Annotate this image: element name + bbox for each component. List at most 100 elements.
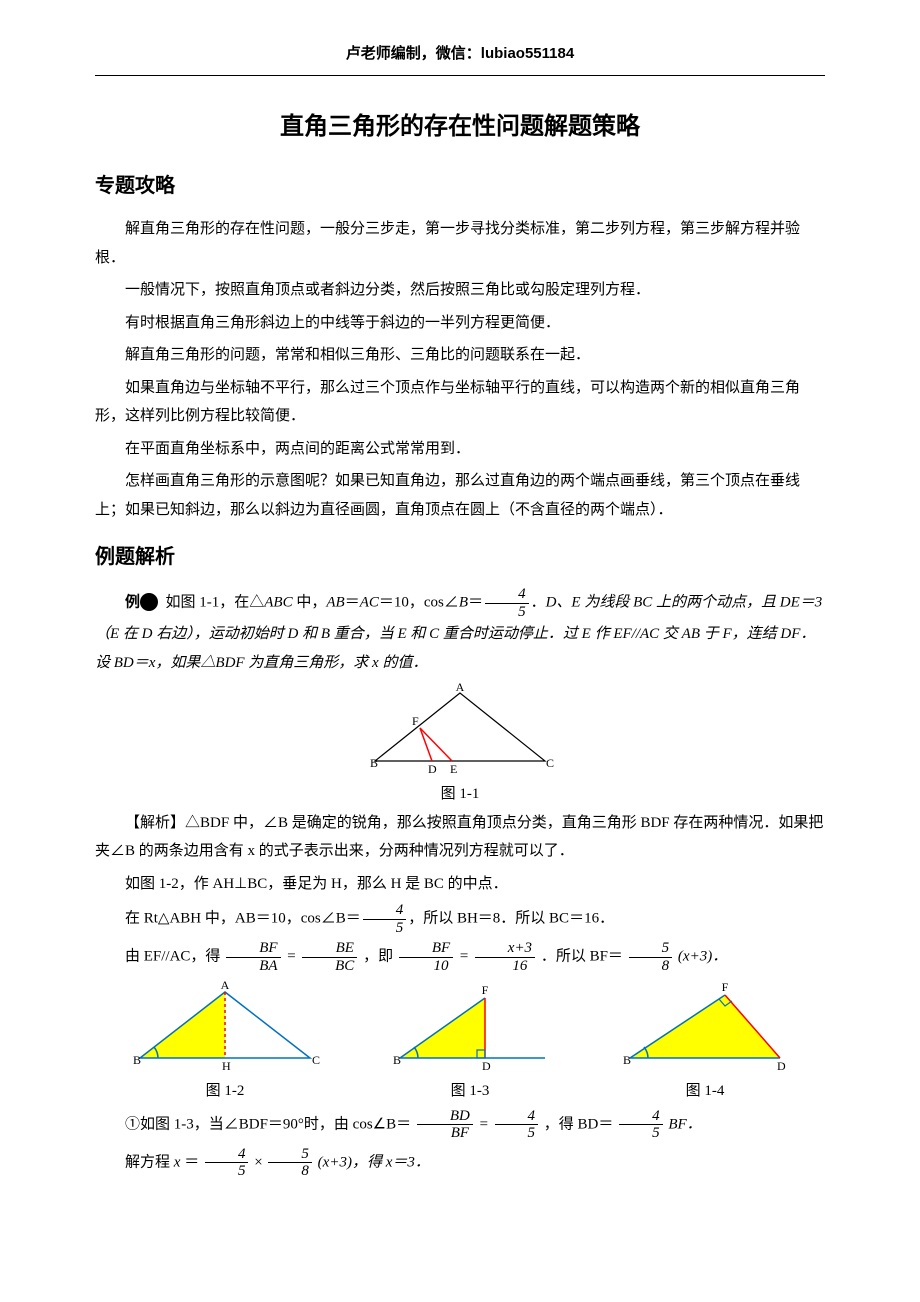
example-number-badge: 1 (140, 593, 158, 611)
solve-para: 解方程 x ＝ 45 × 58 (x+3)，得 x＝3． (95, 1146, 825, 1180)
frac-den: 8 (268, 1162, 312, 1180)
var: AC (360, 595, 379, 611)
figure-1-3: F B D 图 1-3 (385, 980, 555, 1106)
fraction: 58 (268, 1146, 312, 1180)
strategy-para: 有时根据直角三角形斜边上的中线等于斜边的一半列方程更简便． (95, 309, 825, 338)
var: B (459, 595, 468, 611)
frac-num: 4 (485, 586, 529, 603)
eq-sign: = (479, 1116, 493, 1132)
fraction: BFBA (226, 940, 280, 974)
fraction: 45 (619, 1108, 663, 1142)
problem-text: ＝10，cos∠ (379, 595, 459, 611)
frac-den: 5 (363, 919, 407, 937)
var: ABC (264, 595, 292, 611)
svg-text:H: H (222, 1059, 231, 1073)
frac-num: 4 (205, 1146, 249, 1163)
frac-den: 5 (495, 1124, 539, 1142)
step-text: ，即 (363, 949, 397, 965)
strategy-para: 如果直角边与坐标轴不平行，那么过三个顶点作与坐标轴平行的直线，可以构造两个新的相… (95, 374, 825, 431)
frac-num: BD (417, 1108, 473, 1125)
frac-num: BE (302, 940, 357, 957)
step-text: 由 EF//AC，得 (125, 949, 224, 965)
strategy-para: 解直角三角形的问题，常常和相似三角形、三角比的问题联系在一起． (95, 341, 825, 370)
frac-den: BF (417, 1124, 473, 1142)
figure-1-2: A B C H 图 1-2 (125, 980, 325, 1106)
strategy-para: 解直角三角形的存在性问题，一般分三步走，第一步寻找分类标准，第二步列方程，第三步… (95, 215, 825, 272)
page-title: 直角三角形的存在性问题解题策略 (95, 104, 825, 150)
analysis-label: 【解析】 (125, 815, 185, 831)
frac-den: 16 (475, 957, 535, 975)
step-para: 如图 1-2，作 AH⊥BC，垂足为 H，那么 H 是 BC 的中点． (95, 870, 825, 899)
step-text: ，所以 BH＝8．所以 BC＝16． (408, 911, 614, 927)
figure-caption: 图 1-1 (95, 780, 825, 809)
figure-row: A B C H 图 1-2 F B D 图 1-3 (95, 980, 825, 1106)
fraction: BF10 (399, 940, 453, 974)
triangle-diagram-icon: A B C H (125, 980, 325, 1075)
case-text: ①如图 1-3，当∠BDF＝90°时，由 cos∠B＝ (125, 1116, 411, 1132)
svg-text:A: A (456, 683, 465, 694)
frac-den: 5 (619, 1124, 663, 1142)
eq-sign: = (286, 949, 300, 965)
frac-num: x+3 (475, 940, 535, 957)
frac-num: 5 (629, 940, 673, 957)
solve-text: (x+3)，得 x＝3． (318, 1154, 430, 1170)
svg-text:F: F (722, 980, 729, 994)
svg-text:D: D (777, 1059, 786, 1073)
frac-den: 8 (629, 957, 673, 975)
fraction: 45 (205, 1146, 249, 1180)
frac-num: 4 (495, 1108, 539, 1125)
times-sign: × (254, 1154, 262, 1170)
eq-sign: = (459, 949, 473, 965)
fraction: 58 (629, 940, 673, 974)
example-problem: 例1 如图 1-1，在△ABC 中，AB＝AC＝10，cos∠B＝45．D、E … (95, 586, 825, 677)
frac-den: BA (226, 957, 280, 975)
problem-text: ＝ (345, 595, 360, 611)
frac-den: 5 (485, 603, 529, 621)
fraction: 45 (495, 1108, 539, 1142)
triangle-diagram-icon: A B C F D E (360, 683, 560, 778)
frac-den: 5 (205, 1162, 249, 1180)
svg-text:F: F (482, 983, 489, 997)
problem-text: 如图 1-1，在△ (166, 595, 265, 611)
problem-text: ． (531, 595, 546, 611)
section-examples-heading: 例题解析 (95, 538, 825, 576)
svg-text:E: E (450, 762, 457, 776)
frac-num: 4 (363, 902, 407, 919)
svg-text:F: F (412, 714, 419, 728)
solve-text: 解方程 (125, 1154, 174, 1170)
fraction: BEBC (302, 940, 357, 974)
problem-text: ＝ (468, 595, 483, 611)
section-strategy-heading: 专题攻略 (95, 167, 825, 205)
figure-caption: 图 1-4 (615, 1077, 795, 1106)
example-label: 例 (125, 594, 140, 611)
case-text: ，得 BD＝ (544, 1116, 614, 1132)
triangle-diagram-icon: F B D (615, 980, 795, 1075)
strategy-para: 在平面直角坐标系中，两点间的距离公式常常用到． (95, 435, 825, 464)
step-para: 在 Rt△ABH 中，AB＝10，cos∠B＝45，所以 BH＝8．所以 BC＝… (95, 902, 825, 936)
problem-text: 中， (293, 595, 327, 611)
step-text: (x+3)． (678, 949, 727, 965)
svg-text:A: A (221, 980, 230, 992)
frac-num: BF (399, 940, 453, 957)
svg-text:B: B (370, 756, 378, 770)
step-para: 由 EF//AC，得 BFBA = BEBC ，即 BF10 = x+316 ．… (95, 940, 825, 974)
strategy-para: 一般情况下，按照直角顶点或者斜边分类，然后按照三角比或勾股定理列方程． (95, 276, 825, 305)
eq-sign: ＝ (184, 1154, 199, 1170)
case-para: ①如图 1-3，当∠BDF＝90°时，由 cos∠B＝ BDBF = 45 ，得… (95, 1108, 825, 1142)
frac-den: 10 (399, 957, 453, 975)
svg-text:D: D (428, 762, 437, 776)
var: AB (326, 595, 344, 611)
figure-1-4: F B D 图 1-4 (615, 980, 795, 1106)
analysis-text: △BDF 中，∠B 是确定的锐角，那么按照直角顶点分类，直角三角形 BDF 存在… (95, 815, 823, 860)
fraction: 45 (485, 586, 529, 620)
svg-text:B: B (133, 1053, 141, 1067)
case-text: BF． (668, 1116, 701, 1132)
fraction: 45 (363, 902, 407, 936)
frac-num: BF (226, 940, 280, 957)
svg-text:B: B (623, 1053, 631, 1067)
figure-caption: 图 1-2 (125, 1077, 325, 1106)
triangle-diagram-icon: F B D (385, 980, 555, 1075)
frac-num: 5 (268, 1146, 312, 1163)
page-header: 卢老师编制，微信：lubiao551184 (95, 40, 825, 76)
figure-caption: 图 1-3 (385, 1077, 555, 1106)
